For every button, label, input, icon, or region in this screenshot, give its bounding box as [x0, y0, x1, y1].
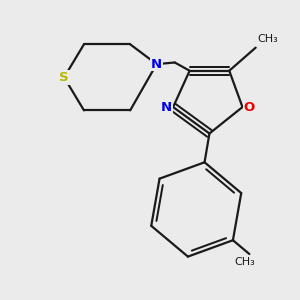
Text: O: O	[243, 100, 255, 114]
Text: S: S	[59, 71, 69, 84]
Text: CH₃: CH₃	[257, 34, 278, 44]
Text: N: N	[161, 100, 172, 114]
Text: CH₃: CH₃	[234, 257, 255, 267]
Text: N: N	[151, 58, 162, 70]
